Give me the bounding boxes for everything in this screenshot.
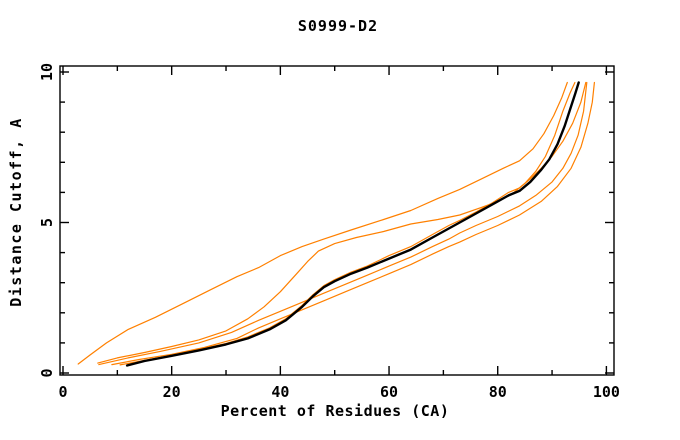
svg-text:80: 80 — [489, 383, 507, 401]
svg-text:10: 10 — [38, 63, 56, 81]
y-tick-labels: 0 5 10 — [38, 63, 56, 378]
x-axis-label: Percent of Residues (CA) — [220, 402, 450, 420]
curve-model-3 — [98, 81, 588, 366]
y-axis-ticks — [60, 71, 614, 374]
y-axis-label: Distance Cutoff, A — [7, 117, 25, 307]
curve-model-1 — [77, 81, 568, 365]
svg-text:0: 0 — [58, 383, 67, 401]
curve-model-2 — [97, 81, 576, 364]
svg-text:0: 0 — [38, 368, 56, 377]
curve-model-4 — [111, 81, 596, 366]
x-axis-ticks — [62, 66, 608, 375]
chart-title: S0999-D2 — [297, 17, 379, 35]
curve-model-5 — [119, 81, 587, 366]
svg-text:5: 5 — [38, 218, 56, 227]
svg-text:40: 40 — [271, 383, 289, 401]
svg-text:20: 20 — [163, 383, 181, 401]
svg-text:100: 100 — [593, 383, 620, 401]
x-tick-labels: 0 20 40 60 80 100 — [58, 383, 619, 401]
svg-text:60: 60 — [380, 383, 398, 401]
plot-frame — [59, 65, 615, 376]
curve-highlighted-model — [125, 81, 580, 367]
